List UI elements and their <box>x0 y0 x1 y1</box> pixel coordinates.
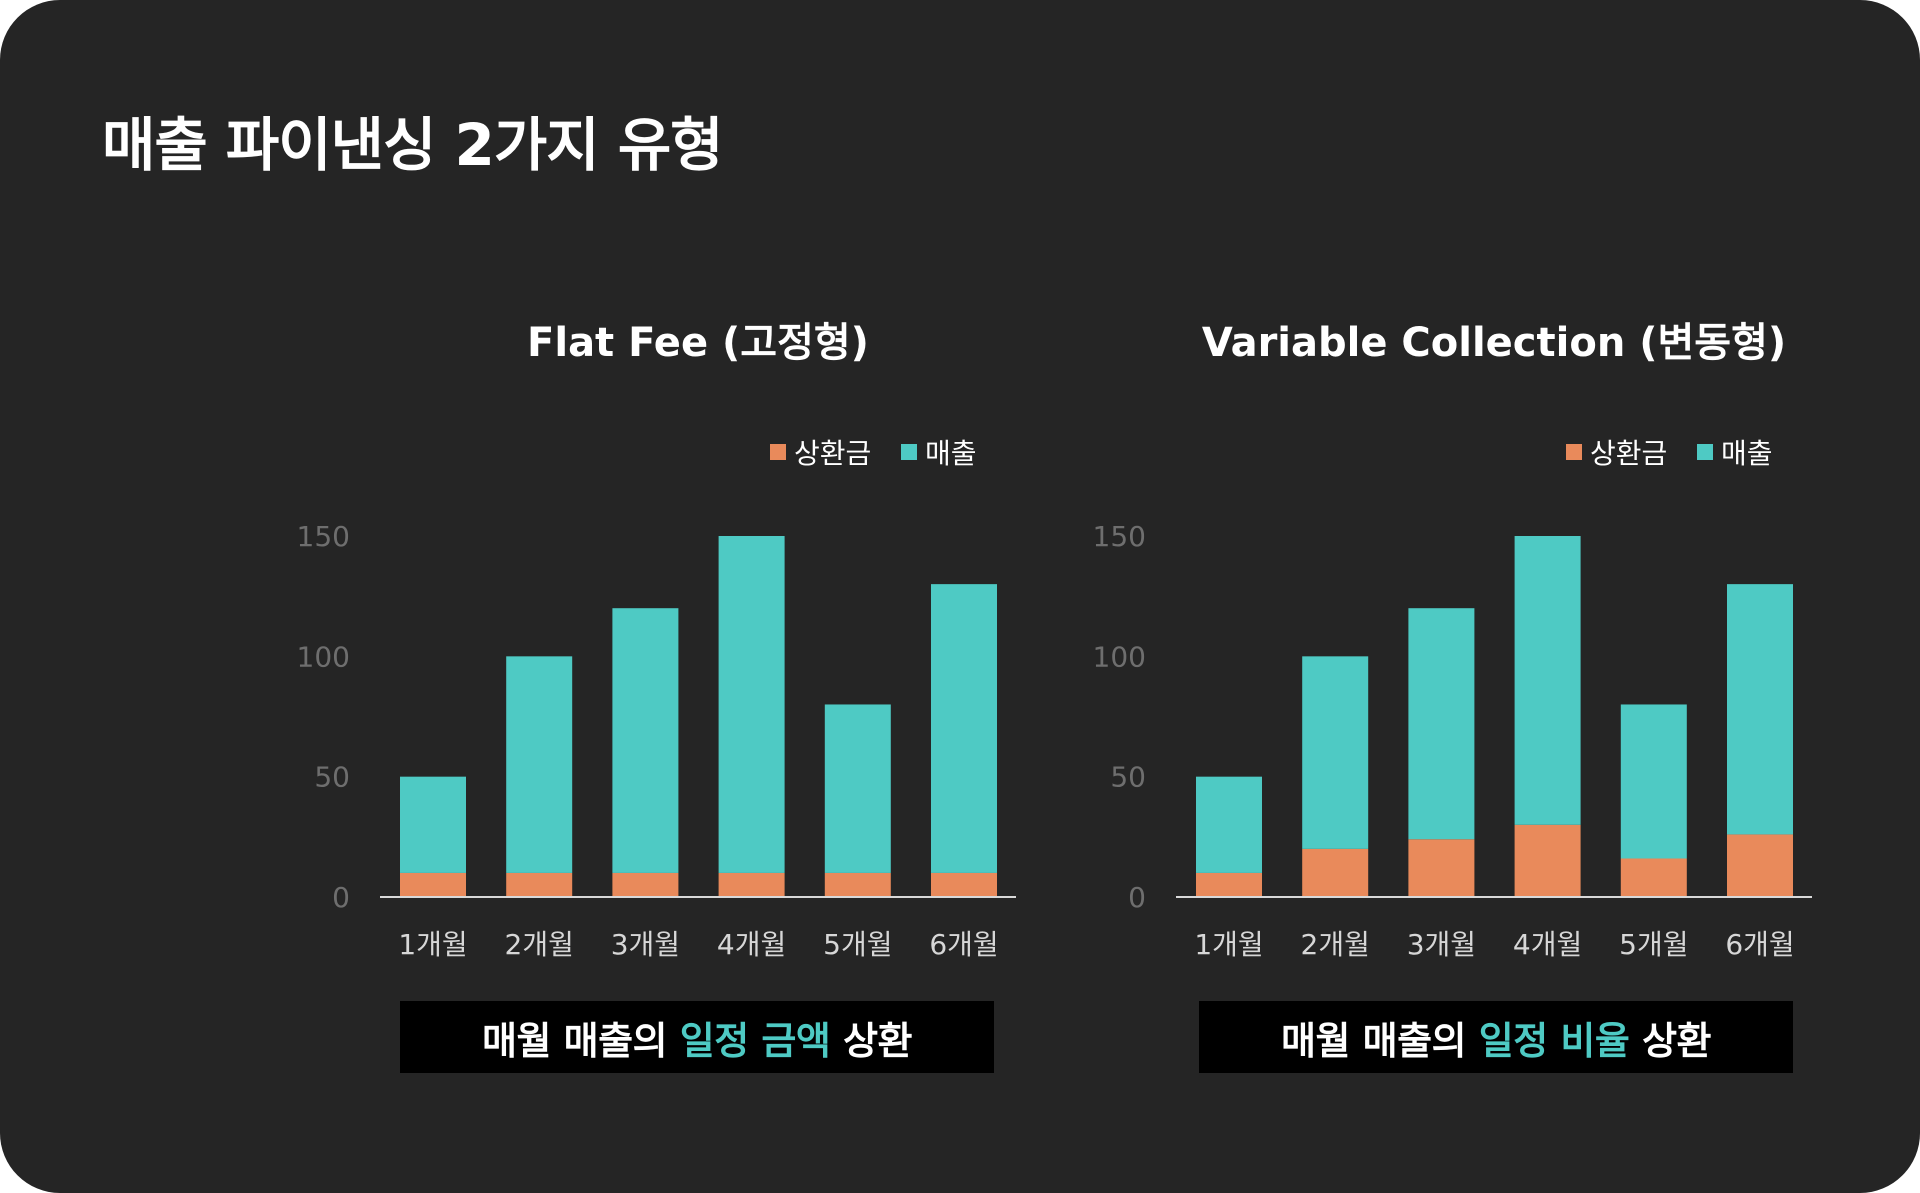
y-tick-label: 0 <box>332 881 350 914</box>
bar-repayment <box>1727 834 1793 897</box>
x-tick-label: 2개월 <box>1301 928 1370 961</box>
caption-highlight: 일정 금액 <box>679 1018 831 1063</box>
caption-highlight: 일정 비율 <box>1478 1018 1630 1063</box>
x-tick-label: 5개월 <box>1619 928 1688 961</box>
bar-revenue <box>612 608 679 873</box>
x-tick-label: 4개월 <box>717 928 786 961</box>
bar-revenue <box>1302 656 1369 849</box>
x-tick-label: 4개월 <box>1513 928 1582 961</box>
bar-repayment <box>1514 824 1581 897</box>
x-tick-label: 2개월 <box>505 928 574 961</box>
chart-title: Variable Collection (변동형) <box>1202 320 1786 366</box>
bar-repayment <box>718 872 785 897</box>
bar-revenue <box>1514 536 1581 825</box>
bar-repayment <box>824 872 891 897</box>
legend-label-revenue: 매출 <box>925 437 977 470</box>
bar-revenue <box>824 704 891 873</box>
x-tick-label: 6개월 <box>929 928 998 961</box>
y-tick-label: 100 <box>1093 640 1146 673</box>
y-tick-label: 50 <box>314 761 350 794</box>
bar-repayment <box>506 872 573 897</box>
variable-collection-caption: 매월 매출의 일정 비율 상환 <box>1199 1001 1793 1073</box>
chart-title: Flat Fee (고정형) <box>527 320 869 366</box>
bar-revenue <box>400 776 466 873</box>
bar-repayment <box>400 872 466 897</box>
bar-repayment <box>1196 872 1262 897</box>
caption-text: 매월 매출의 <box>482 1018 680 1063</box>
bar-revenue <box>1727 584 1793 835</box>
caption-text: 상환 <box>830 1018 912 1063</box>
x-tick-label: 3개월 <box>1407 928 1476 961</box>
flat-fee-caption: 매월 매출의 일정 금액 상환 <box>400 1001 994 1073</box>
bar-revenue <box>1196 776 1262 873</box>
caption-text: 상환 <box>1629 1018 1711 1063</box>
bar-repayment <box>1408 839 1475 897</box>
legend-swatch-repayment <box>770 444 786 460</box>
bar-repayment <box>931 872 997 897</box>
legend-swatch-repayment <box>1566 444 1582 460</box>
page-title: 매출 파이낸싱 2가지 유형 <box>102 111 724 179</box>
y-tick-label: 150 <box>297 520 350 553</box>
legend-label-repayment: 상환금 <box>794 437 871 470</box>
legend-swatch-revenue <box>901 444 917 460</box>
bar-revenue <box>718 536 785 873</box>
y-tick-label: 50 <box>1110 761 1146 794</box>
bar-repayment <box>1302 848 1369 897</box>
x-tick-label: 1개월 <box>1194 928 1263 961</box>
x-tick-label: 6개월 <box>1725 928 1794 961</box>
x-tick-label: 3개월 <box>611 928 680 961</box>
bar-revenue <box>1620 704 1687 859</box>
y-tick-label: 150 <box>1093 520 1146 553</box>
y-tick-label: 0 <box>1128 881 1146 914</box>
bar-revenue <box>506 656 573 873</box>
legend-label-repayment: 상환금 <box>1590 437 1667 470</box>
legend-label-revenue: 매출 <box>1721 437 1773 470</box>
legend-swatch-revenue <box>1697 444 1713 460</box>
bar-revenue <box>1408 608 1475 840</box>
y-tick-label: 100 <box>297 640 350 673</box>
x-tick-label: 5개월 <box>823 928 892 961</box>
bar-repayment <box>1620 858 1687 897</box>
bar-repayment <box>612 872 679 897</box>
x-tick-label: 1개월 <box>398 928 467 961</box>
caption-text: 매월 매출의 <box>1281 1018 1479 1063</box>
bar-revenue <box>931 584 997 873</box>
